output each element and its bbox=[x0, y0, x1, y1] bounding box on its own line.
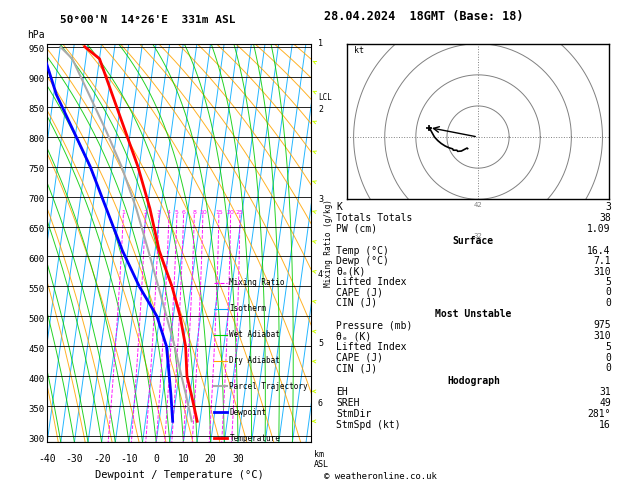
Text: CAPE (J): CAPE (J) bbox=[336, 352, 383, 363]
Text: 350: 350 bbox=[28, 405, 45, 414]
Text: 30: 30 bbox=[232, 454, 244, 464]
Text: 500: 500 bbox=[28, 315, 45, 324]
Text: 4: 4 bbox=[318, 270, 323, 279]
Text: StmSpd (kt): StmSpd (kt) bbox=[336, 419, 401, 430]
Text: -40: -40 bbox=[38, 454, 56, 464]
Text: EH: EH bbox=[336, 387, 348, 397]
Text: K: K bbox=[336, 202, 342, 212]
Text: -30: -30 bbox=[65, 454, 83, 464]
Text: km: km bbox=[314, 450, 324, 459]
Text: 3: 3 bbox=[157, 209, 161, 214]
Text: 5: 5 bbox=[318, 339, 323, 348]
Text: 20: 20 bbox=[205, 454, 216, 464]
Text: PW (cm): PW (cm) bbox=[336, 224, 377, 234]
Text: Dewp (°C): Dewp (°C) bbox=[336, 257, 389, 266]
Text: 10: 10 bbox=[177, 454, 189, 464]
Text: Pressure (mb): Pressure (mb) bbox=[336, 320, 412, 330]
Text: Totals Totals: Totals Totals bbox=[336, 213, 412, 223]
Text: Temperature: Temperature bbox=[230, 434, 281, 443]
Text: 3: 3 bbox=[318, 195, 323, 204]
Text: 2: 2 bbox=[143, 209, 147, 214]
Text: Mixing Ratio (g/kg): Mixing Ratio (g/kg) bbox=[324, 199, 333, 287]
Text: -10: -10 bbox=[120, 454, 138, 464]
Text: Mixing Ratio: Mixing Ratio bbox=[230, 278, 285, 287]
Text: Surface: Surface bbox=[453, 236, 494, 246]
Text: Temp (°C): Temp (°C) bbox=[336, 246, 389, 256]
Text: 975: 975 bbox=[593, 320, 611, 330]
Text: 0: 0 bbox=[605, 297, 611, 308]
Text: 42: 42 bbox=[474, 202, 482, 208]
Text: 950: 950 bbox=[28, 45, 45, 54]
Text: 0: 0 bbox=[605, 352, 611, 363]
Text: hPa: hPa bbox=[27, 30, 45, 40]
Text: 50°00'N  14°26'E  331m ASL: 50°00'N 14°26'E 331m ASL bbox=[60, 15, 235, 25]
Text: Lifted Index: Lifted Index bbox=[336, 277, 406, 287]
Text: 16.4: 16.4 bbox=[587, 246, 611, 256]
Text: 800: 800 bbox=[28, 135, 45, 144]
Text: 5: 5 bbox=[605, 277, 611, 287]
Text: 20: 20 bbox=[226, 209, 235, 214]
Text: 650: 650 bbox=[28, 225, 45, 234]
Text: LCL: LCL bbox=[318, 93, 332, 102]
Text: 31: 31 bbox=[599, 387, 611, 397]
Text: 300: 300 bbox=[28, 435, 45, 444]
Text: 5: 5 bbox=[605, 342, 611, 352]
Text: 700: 700 bbox=[28, 195, 45, 204]
Text: θₑ(K): θₑ(K) bbox=[336, 267, 365, 277]
Text: Dewpoint / Temperature (°C): Dewpoint / Temperature (°C) bbox=[95, 470, 264, 480]
Text: Dry Adiabat: Dry Adiabat bbox=[230, 356, 281, 365]
Text: 25: 25 bbox=[236, 209, 244, 214]
Text: 3: 3 bbox=[605, 202, 611, 212]
Text: Dewpoint: Dewpoint bbox=[230, 408, 267, 417]
Text: 281°: 281° bbox=[587, 409, 611, 418]
Text: 5: 5 bbox=[175, 209, 179, 214]
Text: 310: 310 bbox=[593, 331, 611, 341]
Text: 850: 850 bbox=[28, 105, 45, 114]
Text: 32: 32 bbox=[474, 233, 482, 240]
Text: CAPE (J): CAPE (J) bbox=[336, 287, 383, 297]
Text: 550: 550 bbox=[28, 285, 45, 294]
Text: 1.09: 1.09 bbox=[587, 224, 611, 234]
Text: 900: 900 bbox=[28, 75, 45, 84]
Text: θₑ (K): θₑ (K) bbox=[336, 331, 371, 341]
Text: 0: 0 bbox=[605, 287, 611, 297]
Text: SREH: SREH bbox=[336, 398, 359, 408]
Text: 400: 400 bbox=[28, 375, 45, 384]
Text: StmDir: StmDir bbox=[336, 409, 371, 418]
Text: 0: 0 bbox=[153, 454, 159, 464]
Text: Parcel Trajectory: Parcel Trajectory bbox=[230, 382, 308, 391]
Text: © weatheronline.co.uk: © weatheronline.co.uk bbox=[324, 472, 437, 481]
Text: 750: 750 bbox=[28, 165, 45, 174]
Text: ASL: ASL bbox=[314, 460, 329, 469]
Text: 10: 10 bbox=[199, 209, 207, 214]
Text: 450: 450 bbox=[28, 345, 45, 354]
Text: 15: 15 bbox=[215, 209, 223, 214]
Text: Wet Adiabat: Wet Adiabat bbox=[230, 330, 281, 339]
Text: CIN (J): CIN (J) bbox=[336, 297, 377, 308]
Text: kt: kt bbox=[353, 46, 364, 55]
Text: Isotherm: Isotherm bbox=[230, 304, 267, 313]
Text: 0: 0 bbox=[605, 364, 611, 373]
Text: 49: 49 bbox=[599, 398, 611, 408]
Text: 28.04.2024  18GMT (Base: 18): 28.04.2024 18GMT (Base: 18) bbox=[324, 10, 523, 23]
Text: 6: 6 bbox=[182, 209, 186, 214]
Text: 6: 6 bbox=[318, 399, 323, 408]
Text: Hodograph: Hodograph bbox=[447, 376, 500, 386]
Text: 310: 310 bbox=[593, 267, 611, 277]
Text: 16: 16 bbox=[599, 419, 611, 430]
Text: CIN (J): CIN (J) bbox=[336, 364, 377, 373]
Text: 2: 2 bbox=[318, 105, 323, 114]
Text: 1: 1 bbox=[121, 209, 125, 214]
Text: 4: 4 bbox=[167, 209, 171, 214]
Text: Lifted Index: Lifted Index bbox=[336, 342, 406, 352]
Text: -20: -20 bbox=[93, 454, 111, 464]
Text: 38: 38 bbox=[599, 213, 611, 223]
Text: 600: 600 bbox=[28, 255, 45, 264]
Text: 7.1: 7.1 bbox=[593, 257, 611, 266]
Text: 1: 1 bbox=[318, 39, 323, 48]
Text: 8: 8 bbox=[192, 209, 196, 214]
Text: Most Unstable: Most Unstable bbox=[435, 310, 511, 319]
